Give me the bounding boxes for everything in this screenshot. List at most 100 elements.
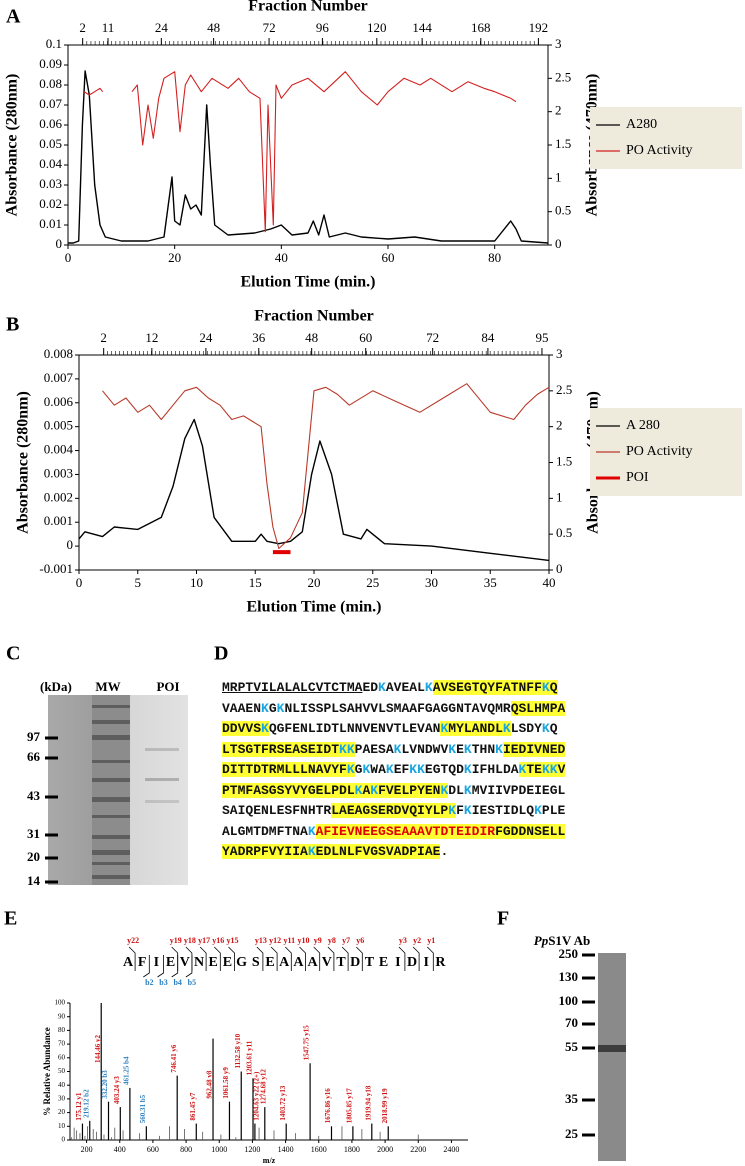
residue-run: Q [549, 721, 558, 736]
sequence-line: VAAENKGKNLISSPLSAHVVLSMAAFGAGGNTAVQMRQSL… [222, 699, 566, 720]
x2-tick-label: 12 [145, 330, 158, 345]
legend-label: A 280 [626, 418, 660, 433]
x-tick-label: 400 [114, 1145, 126, 1154]
y-ion-label: y15 [227, 936, 239, 945]
y-tick-label: 60 [58, 1053, 66, 1061]
panel-label: C [6, 643, 20, 665]
y-ion-label: y9 [314, 936, 322, 945]
series-line [102, 383, 550, 550]
residue-run: K [307, 823, 316, 839]
y-ion-bracket [341, 946, 349, 971]
y-axis-title: Absorbance (280nm) [4, 74, 21, 217]
peptide-residue: A [123, 955, 134, 970]
residue-run: K [463, 803, 472, 818]
peptide-residue: A [308, 955, 319, 970]
y-ion-label: y7 [342, 936, 350, 945]
y2-tick-label: 1 [556, 489, 563, 504]
y-ion-bracket [199, 946, 207, 971]
y-ion-label: y13 [255, 936, 267, 945]
x-axis-title: m/z [263, 1156, 276, 1165]
y-tick-label: 0.06 [39, 116, 62, 131]
residue-run: EF [393, 762, 410, 777]
x-tick-label: 5 [135, 575, 142, 590]
peptide-residue: V [322, 955, 332, 970]
marker-label: 43 [27, 788, 41, 803]
y-tick-label: 10 [58, 1122, 66, 1130]
peak-label: 332.20 b3 [101, 1070, 109, 1099]
peak-label: 1274.68 y12 [260, 1069, 268, 1105]
residue-run: K [307, 844, 316, 859]
residue-run: FGDDNSELL [495, 823, 566, 839]
y-ion-label: y17 [198, 936, 210, 945]
y2-tick-label: 1.5 [556, 453, 572, 468]
y-ion-bracket [299, 946, 306, 971]
peak-label: 144.46 y2 [94, 1035, 102, 1064]
peptide-residue: E [223, 955, 232, 970]
marker-label: 20 [27, 849, 40, 864]
y-axis-title: % Relative Abundance [42, 1027, 52, 1116]
y-tick-label: 0.01 [39, 216, 62, 231]
y-ion-label: y6 [356, 936, 364, 945]
x-tick-label: 80 [488, 250, 501, 265]
x2-tick-label: 48 [305, 330, 318, 345]
y-tick-label: 0 [67, 537, 74, 552]
residue-run: IFHLDA [471, 762, 519, 777]
x2-axis-title: Fraction Number [248, 0, 368, 15]
x-tick-label: 35 [484, 575, 497, 590]
y-tick-label: 0.04 [39, 156, 62, 171]
residue-run: K [354, 782, 363, 798]
x2-tick-label: 120 [367, 20, 387, 35]
y2-tick-label: 2.5 [555, 69, 571, 84]
x-tick-label: 25 [366, 575, 379, 590]
residue-run: YADRPFVYIIA [222, 844, 308, 859]
marker-label: 70 [565, 1015, 578, 1030]
y2-tick-label: 0 [555, 236, 562, 251]
poi-band [145, 778, 179, 781]
residue-run: V [557, 762, 566, 777]
y2-tick-label: 3 [555, 36, 562, 51]
residue-run: K [440, 782, 449, 798]
y-tick-label: 0.005 [44, 418, 73, 433]
residue-run: K [534, 803, 542, 818]
residue-run: G [354, 762, 363, 777]
residue-run: SAIQENLESFNHTR [222, 803, 332, 818]
peak-label: 219.12 b2 [82, 1089, 90, 1118]
gel-units: (kDa) [40, 679, 72, 694]
panel-label: D [214, 643, 228, 665]
y-ion-bracket [228, 946, 235, 971]
y2-tick-label: 1.5 [555, 136, 571, 151]
x2-tick-label: 24 [155, 20, 169, 35]
panel-label: F [497, 908, 509, 930]
peptide-residue: F [138, 955, 147, 970]
y-tick-label: 100 [55, 999, 66, 1007]
mw-band [92, 778, 130, 782]
y-tick-label: 0.1 [46, 36, 62, 51]
x2-axis-title: Fraction Number [254, 308, 374, 325]
residue-run: FVELPYEN [378, 782, 441, 798]
x2-tick-label: 72 [426, 330, 439, 345]
y-ion-label: y2 [413, 936, 421, 945]
marker-label: 250 [559, 946, 579, 961]
y-ion-bracket [285, 946, 292, 971]
residue-run: QSLHMPA [510, 700, 566, 716]
sequence-line: SAIQENLESFNHTRLAEAGSERDVQIYLPKFKIESTIDLQ… [222, 801, 565, 822]
y-ion-label: y19 [170, 936, 182, 945]
legend-label: PO Activity [626, 444, 693, 459]
y-ion-label: y8 [328, 936, 336, 945]
marker-label: 31 [27, 826, 40, 841]
peptide-residue: R [435, 955, 446, 970]
peptide-residue: S [252, 955, 260, 970]
peptide-residue: A [279, 955, 290, 970]
peptide-residue: V [180, 955, 190, 970]
sequence-panel: MRPTVILALALCVTCTMAEDKAVEALKAVSEGTQYFATNF… [222, 678, 566, 863]
peptide-residue: I [154, 955, 159, 970]
y-tick-label: 0 [56, 236, 63, 251]
sequence-line: MRPTVILALALCVTCTMAEDKAVEALKAVSEGTQYFATNF… [222, 678, 565, 699]
residue-run: E [456, 741, 464, 757]
mw-band [92, 705, 130, 708]
residue-run: LTSGTFRSEASEIDT [222, 741, 340, 757]
peak-label: 1061.58 y9 [222, 1067, 230, 1099]
x2-tick-label: 96 [316, 20, 330, 35]
y-ion-bracket [327, 946, 335, 971]
y-tick-label: 80 [58, 1026, 66, 1034]
